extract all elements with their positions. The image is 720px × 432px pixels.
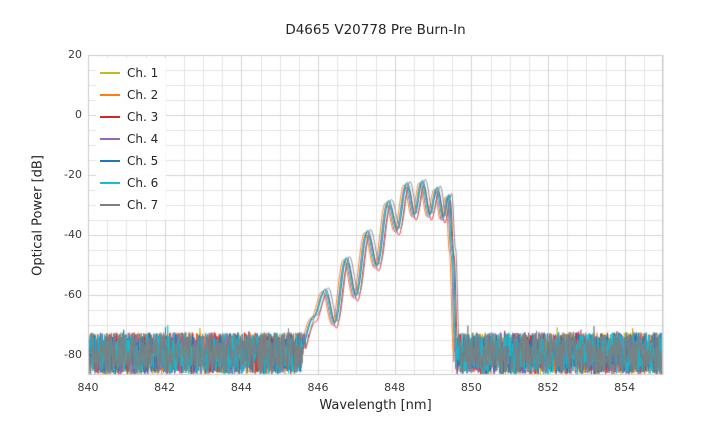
legend-label: Ch. 2 [127,88,159,102]
legend-label: Ch. 4 [127,132,159,146]
legend-line-swatch [100,94,120,96]
x-tick-label: 852 [537,381,559,394]
x-tick-label: 850 [460,381,482,394]
y-tick-label: -80 [64,347,82,361]
legend-line-swatch [100,204,120,206]
legend-line-swatch [100,72,120,74]
x-tick-label: 854 [614,381,636,394]
x-axis-label: Wavelength [nm] [319,398,432,413]
legend-item-4: Ch. 4 [100,128,158,150]
legend-label: Ch. 3 [127,110,159,124]
legend-line-swatch [100,182,120,184]
legend-line-swatch [100,160,120,162]
x-tick-label: 844 [230,381,252,394]
legend-label: Ch. 6 [127,176,159,190]
legend-label: Ch. 5 [127,154,159,168]
legend-item-2: Ch. 2 [100,84,158,106]
legend-item-5: Ch. 5 [100,150,158,172]
x-tick-label: 842 [154,381,176,394]
x-tick-label: 848 [384,381,406,394]
legend-item-3: Ch. 3 [100,106,158,128]
y-tick-label: 20 [68,48,82,61]
y-axis-label: Optical Power [dB] [30,155,46,276]
legend-item-1: Ch. 1 [100,62,158,84]
y-tick-label: 0 [75,107,82,121]
legend-item-7: Ch. 7 [100,194,158,216]
x-tick-label: 840 [77,381,99,394]
y-tick-label: -60 [64,287,82,301]
legend-line-swatch [100,116,120,118]
legend-label: Ch. 1 [127,66,159,80]
chart-title: D4665 V20778 Pre Burn-In [285,22,466,38]
y-tick-label: -40 [64,227,82,241]
x-tick-label: 846 [307,381,329,394]
y-tick-label: -20 [64,167,82,181]
legend-label: Ch. 7 [127,198,159,212]
legend: Ch. 1 Ch. 2 Ch. 3 Ch. 4 Ch. 5 Ch. 6 Ch. 7 [96,58,167,220]
legend-line-swatch [100,138,120,140]
legend-item-6: Ch. 6 [100,172,158,194]
